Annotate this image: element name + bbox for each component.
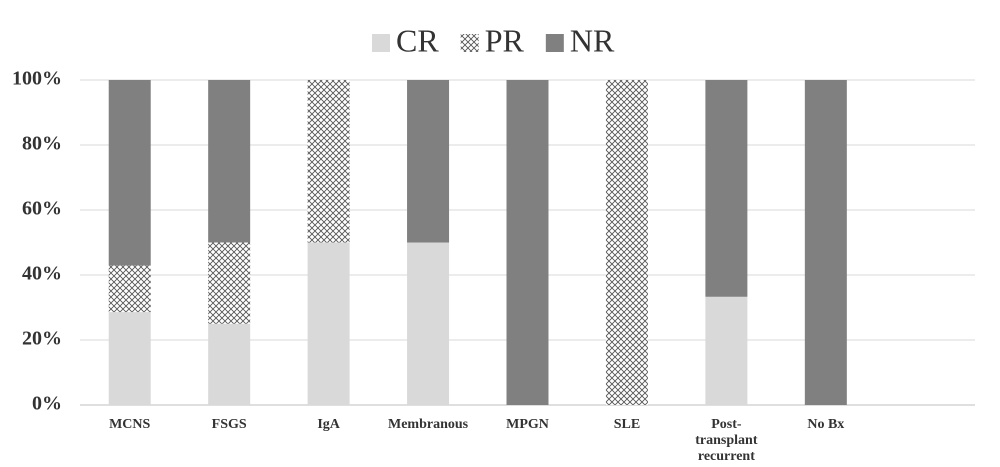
- y-tick-label: 100%: [12, 68, 62, 90]
- y-tick-label: 0%: [32, 393, 62, 415]
- y-tick-label: 80%: [22, 133, 62, 155]
- legend-label: CR: [396, 22, 439, 58]
- bar-segment: [108, 312, 151, 405]
- bar-segment: [208, 242, 251, 324]
- bar-segment: [705, 296, 748, 405]
- bar-segment: [208, 80, 251, 243]
- x-tick-label: FSGS: [211, 417, 247, 432]
- x-tick-label: No Bx: [807, 417, 845, 432]
- y-tick-label: 20%: [22, 328, 62, 350]
- x-tick-label: Post-transplant recurrent FSGS: [695, 417, 758, 467]
- x-tick-label: IgA: [317, 417, 340, 432]
- bar-segment: [307, 242, 350, 405]
- bar-segment: [407, 80, 450, 243]
- bar-segment: [506, 80, 549, 405]
- x-tick-label: MCNS: [109, 417, 151, 432]
- x-tick-label: SLE: [613, 417, 641, 432]
- legend-label: NR: [570, 22, 615, 58]
- bar-segment: [108, 265, 151, 313]
- x-tick-label: MPGN: [506, 417, 549, 432]
- bar-segment: [407, 242, 450, 405]
- legend-swatch: [545, 34, 564, 52]
- x-tick-label: Membranous: [387, 417, 469, 432]
- bar-segment: [307, 80, 350, 243]
- y-tick-label: 40%: [22, 263, 62, 285]
- bar-segment: [108, 80, 151, 266]
- legend-swatch: [372, 34, 390, 52]
- y-tick-label: 60%: [22, 198, 62, 220]
- bar-segment: [804, 80, 847, 405]
- bar-segment: [208, 323, 251, 405]
- legend-label: PR: [485, 22, 525, 58]
- bar-segment: [705, 80, 748, 297]
- legend-swatch: [460, 34, 479, 52]
- bar-segment: [605, 80, 648, 405]
